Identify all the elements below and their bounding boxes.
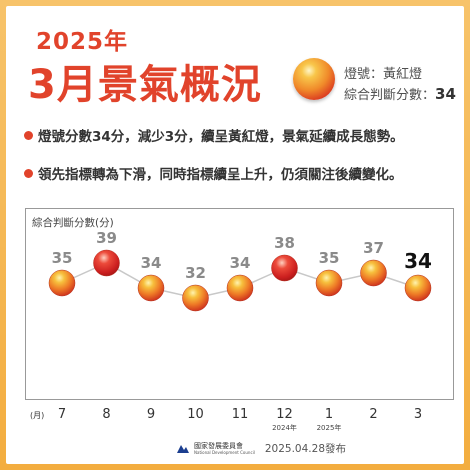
bullet-dot-icon <box>24 130 33 140</box>
signal-text: 燈號：黃紅燈 <box>344 67 423 82</box>
org-logo-text: 國家發展委員會 National Development Council <box>194 442 255 455</box>
data-label: 38 <box>274 234 295 252</box>
signal-point <box>271 254 298 282</box>
org-name: 國家發展委員會 <box>194 442 243 450</box>
x-tick-label: 9 <box>147 407 155 422</box>
x-tick-label: 2 <box>369 407 377 422</box>
org-name-en: National Development Council <box>194 450 255 455</box>
x-tick-label: 10 <box>187 407 204 422</box>
score-text: 綜合判斷分數：34 <box>344 84 456 103</box>
bullet-item: 領先指標轉為下滑，同時指標續呈上升，仍須關注後續變化。 <box>24 163 454 183</box>
page-title: 3月景氣概況 <box>28 62 262 108</box>
signal-point <box>315 269 343 297</box>
bullet-dot-icon <box>24 168 33 178</box>
score-value: 34 <box>435 85 456 103</box>
data-label: 34 <box>230 254 251 272</box>
signal-point <box>93 249 120 277</box>
bullet-item: 燈號分數34分，減少3分，續呈黃紅燈，景氣延續成長態勢。 <box>24 125 454 145</box>
x-tick-label: 11 <box>232 407 249 422</box>
release-date: 2025.04.28發布 <box>264 443 346 455</box>
signal-point <box>404 274 432 302</box>
signal-point <box>226 274 254 302</box>
data-label: 35 <box>319 249 340 267</box>
x-tick-label: 1 <box>325 407 333 422</box>
chart-frame <box>25 208 454 400</box>
year-marker-label: 2024年 <box>272 423 297 432</box>
data-label: 37 <box>363 239 384 257</box>
year-marker-label: 2025年 <box>317 423 342 432</box>
data-label: 34 <box>141 254 162 272</box>
year-title: 2025年 <box>36 29 129 55</box>
footer: 國家發展委員會 National Development Council 202… <box>176 441 346 456</box>
ndc-logo-icon <box>176 443 190 455</box>
x-axis-label: (月) <box>30 411 44 420</box>
x-tick-label: 12 <box>276 407 293 422</box>
data-label: 32 <box>185 264 206 282</box>
signal-point <box>182 284 209 312</box>
signal-point <box>48 269 76 297</box>
score-label: 綜合判斷分數： <box>344 88 436 103</box>
x-tick-label: 8 <box>102 407 110 422</box>
x-tick-label: 3 <box>414 407 422 422</box>
chart-ylabel: 綜合判斷分數(分) <box>32 217 114 229</box>
data-label: 35 <box>52 249 73 267</box>
data-label: 34 <box>404 249 432 273</box>
x-tick-label: 7 <box>58 407 66 422</box>
signal-point <box>360 259 387 287</box>
bullet-text: 燈號分數34分，減少3分，續呈黃紅燈，景氣延續成長態勢。 <box>38 129 404 145</box>
bullet-text: 領先指標轉為下滑，同時指標續呈上升，仍須關注後續變化。 <box>38 167 403 183</box>
data-label: 39 <box>96 229 117 247</box>
signal-point <box>137 274 165 302</box>
signal-light-icon <box>293 58 335 100</box>
